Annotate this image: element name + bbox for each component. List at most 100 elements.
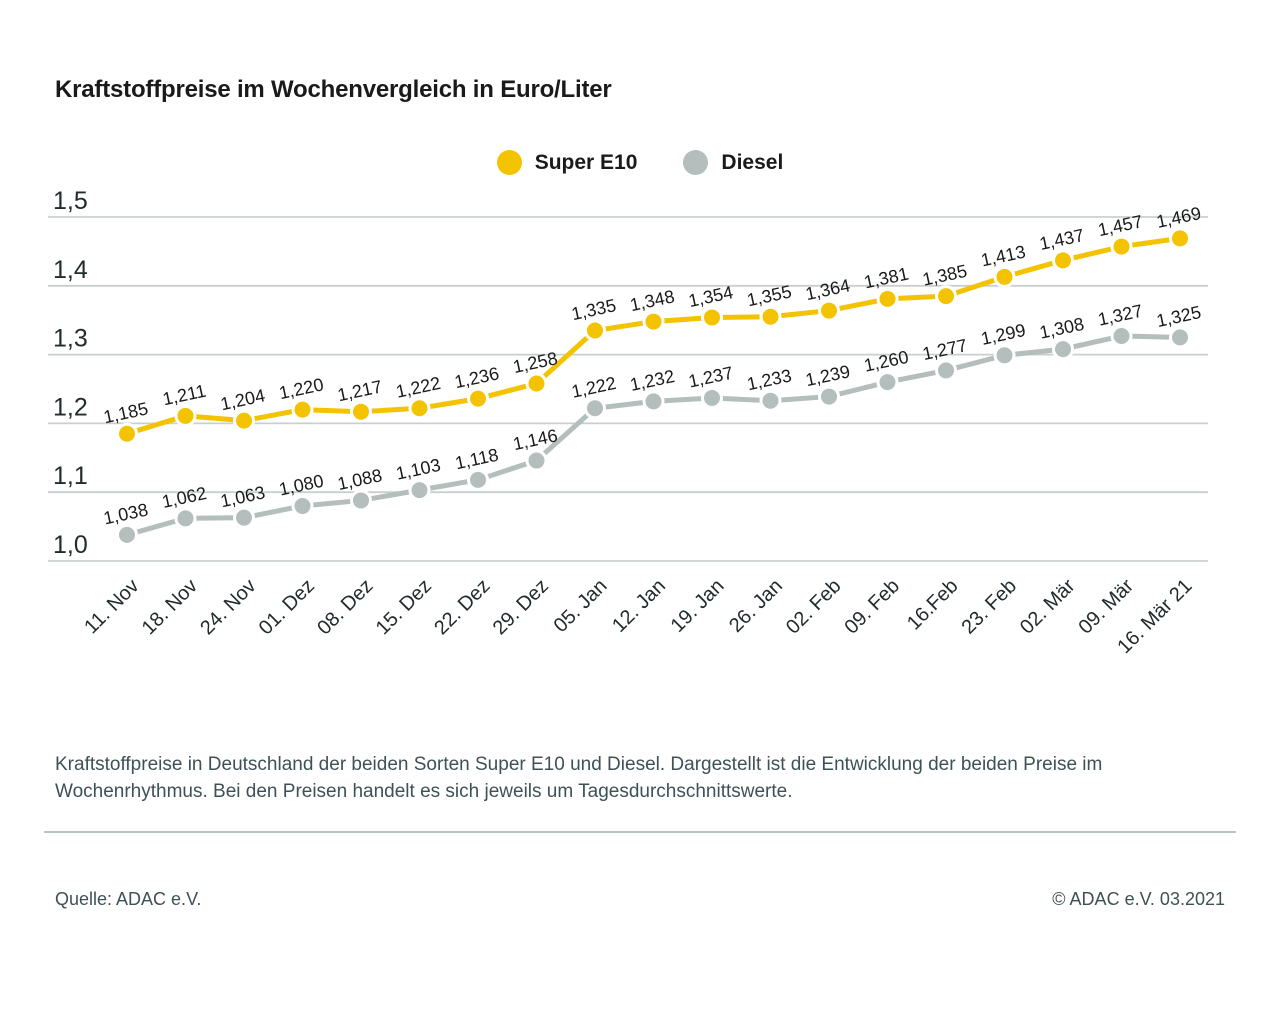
data-point-diesel <box>174 507 197 530</box>
x-axis-tick-label: 22. Dez <box>430 575 494 639</box>
data-point-diesel <box>876 371 899 394</box>
x-axis-tick-label: 09. Feb <box>841 575 905 639</box>
data-point-label-diesel: 1,239 <box>804 361 852 390</box>
data-point-diesel <box>233 506 255 529</box>
data-point-label-diesel: 1,233 <box>745 365 793 394</box>
data-point-label-super-e10: 1,413 <box>979 242 1027 271</box>
data-point-label-diesel: 1,277 <box>921 335 969 364</box>
data-point-super-e10 <box>350 400 372 423</box>
data-point-label-super-e10: 1,437 <box>1038 225 1086 254</box>
data-point-diesel <box>350 489 372 512</box>
data-point-diesel <box>642 390 665 413</box>
data-point-label-diesel: 1,260 <box>862 347 910 376</box>
x-axis-tick-label: 12. Jan <box>608 575 670 637</box>
data-point-diesel <box>1110 325 1133 348</box>
data-point-label-super-e10: 1,335 <box>570 295 618 324</box>
data-point-label-diesel: 1,325 <box>1155 302 1203 331</box>
data-point-label-super-e10: 1,364 <box>804 275 852 304</box>
data-point-label-diesel: 1,299 <box>979 320 1027 349</box>
data-point-super-e10 <box>116 422 138 445</box>
data-point-label-super-e10: 1,204 <box>219 385 267 414</box>
data-point-super-e10 <box>233 409 255 432</box>
x-axis-tick-label: 01. Dez <box>255 575 319 639</box>
data-point-diesel <box>993 344 1016 367</box>
data-point-super-e10 <box>876 287 899 310</box>
diesel-dot-icon <box>683 150 709 175</box>
data-point-super-e10 <box>993 265 1016 288</box>
source-text: Quelle: ADAC e.V. <box>55 889 202 909</box>
data-point-diesel <box>467 468 489 491</box>
data-point-label-super-e10: 1,217 <box>336 376 384 405</box>
legend-label-diesel: Diesel <box>721 150 784 174</box>
data-point-diesel <box>525 449 548 472</box>
data-point-super-e10 <box>525 372 548 395</box>
x-axis-tick-label: 02. Mär <box>1016 575 1080 639</box>
data-point-diesel <box>935 359 957 382</box>
data-point-label-super-e10: 1,381 <box>862 264 910 293</box>
data-point-super-e10 <box>759 305 782 328</box>
y-axis-tick-label: 1,2 <box>53 393 88 421</box>
data-point-label-diesel: 1,080 <box>277 471 325 500</box>
x-axis-tick-label: 15. Dez <box>372 575 436 639</box>
data-point-label-super-e10: 1,457 <box>1096 211 1144 240</box>
data-point-label-diesel: 1,327 <box>1096 301 1144 330</box>
series-line-diesel <box>126 333 1181 538</box>
y-axis-tick-label: 1,5 <box>53 187 88 215</box>
data-point-super-e10 <box>935 285 957 308</box>
footer-divider <box>44 831 1236 833</box>
data-point-label-super-e10: 1,258 <box>511 348 559 377</box>
data-point-super-e10 <box>467 387 489 410</box>
x-axis-tick-label: 08. Dez <box>313 575 377 639</box>
data-point-super-e10 <box>818 299 840 322</box>
data-point-diesel <box>584 397 606 420</box>
x-axis-tick-label: 26. Jan <box>725 575 787 637</box>
y-axis-tick-label: 1,1 <box>53 462 88 490</box>
data-point-super-e10 <box>642 310 665 333</box>
data-point-super-e10 <box>1169 227 1191 250</box>
page-title: Kraftstoffpreise im Wochenvergleich in E… <box>55 76 612 104</box>
data-point-label-diesel: 1,062 <box>160 483 208 512</box>
data-point-diesel <box>1169 326 1191 349</box>
data-point-label-super-e10: 1,348 <box>628 286 676 315</box>
data-point-diesel <box>116 523 138 546</box>
data-point-super-e10 <box>174 404 197 427</box>
data-point-label-diesel: 1,308 <box>1038 314 1086 343</box>
data-point-label-super-e10: 1,211 <box>161 381 208 410</box>
legend-label-super-e10: Super E10 <box>534 150 638 174</box>
data-point-diesel <box>701 386 723 409</box>
x-axis-tick-label: 11. Nov <box>80 575 143 638</box>
x-axis-tick-label: 18. Nov <box>138 575 202 639</box>
data-point-diesel <box>291 494 314 517</box>
x-axis-tick-label: 19. Jan <box>667 575 729 637</box>
legend-item-super-e10: Super E10 <box>496 150 638 175</box>
data-point-label-super-e10: 1,220 <box>277 374 325 403</box>
data-point-super-e10 <box>291 398 314 421</box>
y-axis-tick-label: 1,4 <box>53 256 88 284</box>
y-axis-tick-label: 1,0 <box>53 531 88 559</box>
data-point-label-diesel: 1,088 <box>336 465 384 494</box>
x-axis-tick-label: 05. Jan <box>550 575 612 637</box>
super-e10-dot-icon <box>496 150 522 175</box>
data-point-diesel <box>1052 338 1074 361</box>
data-point-label-diesel: 1,103 <box>394 455 442 484</box>
x-axis-tick-label: 16.Feb <box>903 575 963 635</box>
data-point-diesel <box>818 385 840 408</box>
data-point-label-super-e10: 1,222 <box>394 373 442 402</box>
legend-item-diesel: Diesel <box>683 150 783 175</box>
x-axis-tick-label: 23. Feb <box>958 575 1022 639</box>
data-point-label-diesel: 1,232 <box>628 366 676 395</box>
data-point-super-e10 <box>1110 235 1133 258</box>
data-point-label-diesel: 1,038 <box>102 500 150 529</box>
data-point-label-diesel: 1,222 <box>570 373 618 402</box>
data-point-diesel <box>408 479 431 502</box>
data-point-label-diesel: 1,237 <box>687 363 735 392</box>
data-point-super-e10 <box>1052 249 1074 272</box>
data-point-label-diesel: 1,118 <box>453 445 500 474</box>
x-axis-tick-label: 29. Dez <box>489 575 553 639</box>
chart-legend: Super E10 Diesel <box>0 150 1280 175</box>
data-point-label-diesel: 1,063 <box>219 482 267 511</box>
copyright-text: © ADAC e.V. 03.2021 <box>1052 889 1225 909</box>
data-point-super-e10 <box>408 397 431 420</box>
data-point-super-e10 <box>584 319 606 342</box>
